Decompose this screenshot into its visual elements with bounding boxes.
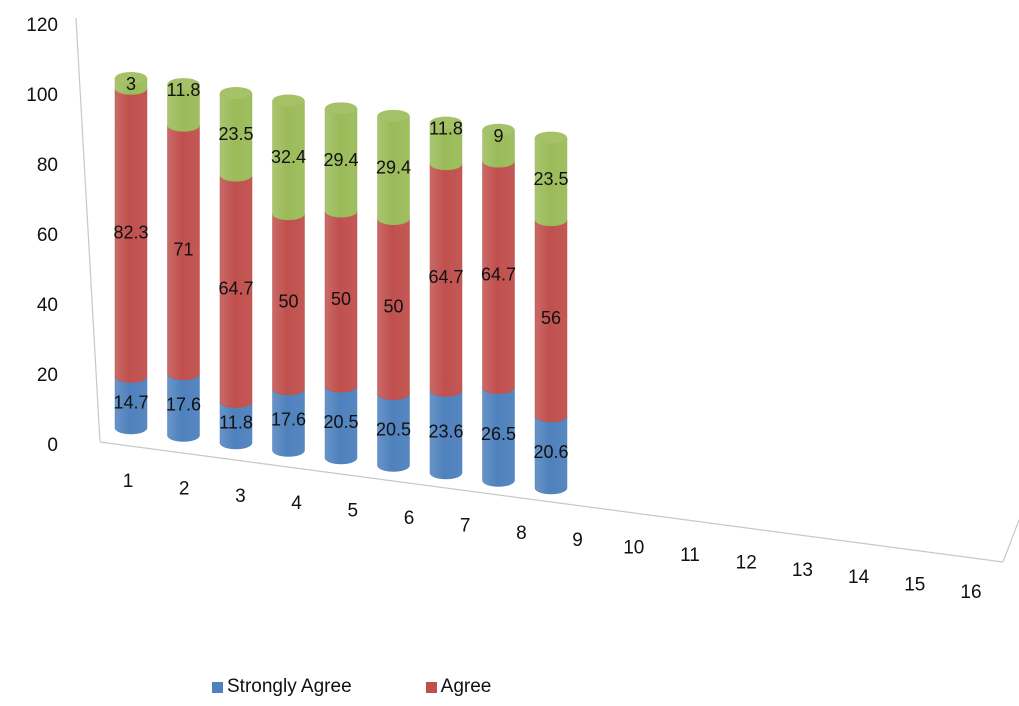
data-label: 56 bbox=[541, 308, 561, 328]
y-tick-label: 120 bbox=[26, 15, 58, 36]
y-tick-label: 40 bbox=[37, 295, 58, 316]
x-tick-label: 9 bbox=[572, 530, 583, 551]
data-label: 11.8 bbox=[219, 412, 253, 432]
y-tick-label: 80 bbox=[37, 155, 58, 176]
data-label: 17.6 bbox=[166, 395, 201, 415]
x-tick-label: 12 bbox=[736, 552, 757, 573]
data-label: 11.8 bbox=[167, 80, 201, 100]
data-label: 64.7 bbox=[428, 267, 463, 287]
x-tick-label: 15 bbox=[904, 575, 925, 596]
data-label: 20.5 bbox=[376, 420, 411, 440]
data-label: 71 bbox=[173, 240, 193, 260]
bar-top-1 bbox=[115, 72, 147, 84]
legend-label-agree: Agree bbox=[440, 676, 492, 697]
data-label: 23.6 bbox=[428, 422, 463, 442]
y-tick-label: 100 bbox=[26, 85, 58, 106]
floor-edge-line bbox=[1002, 519, 1019, 563]
data-label: 20.5 bbox=[323, 412, 358, 432]
data-label: 29.4 bbox=[376, 157, 411, 177]
data-label: 20.6 bbox=[533, 442, 568, 462]
x-tick-label: 8 bbox=[516, 523, 527, 544]
bar-top-6 bbox=[377, 109, 410, 122]
legend-item-agree: Agree bbox=[425, 676, 492, 698]
bar-top-4 bbox=[272, 94, 305, 107]
x-tick-label: 4 bbox=[291, 493, 302, 514]
legend-label-strongly-agree: Strongly Agree bbox=[227, 676, 352, 697]
data-label: 26.5 bbox=[481, 424, 516, 444]
data-label: 9 bbox=[493, 126, 503, 146]
data-label: 82.3 bbox=[113, 223, 148, 243]
x-tick-label: 16 bbox=[960, 582, 981, 603]
x-tick-label: 3 bbox=[235, 486, 246, 507]
y-tick-label: 20 bbox=[37, 365, 58, 386]
x-axis-line bbox=[99, 441, 1004, 563]
chart-data-labels: 14.7 82.3 3 17.6 71 11.8 11.8 64.7 23.5 17.6 50 32.… bbox=[113, 74, 568, 462]
x-tick-label: 7 bbox=[460, 515, 471, 536]
data-label: 29.4 bbox=[323, 150, 358, 170]
y-tick-label: 60 bbox=[37, 225, 58, 246]
data-label: 11.8 bbox=[429, 119, 463, 139]
legend-swatch-strongly-agree bbox=[212, 681, 223, 693]
x-tick-label: 1 bbox=[123, 471, 134, 492]
chart-bars bbox=[114, 72, 568, 495]
data-label: 14.7 bbox=[113, 392, 148, 412]
data-label: 50 bbox=[383, 296, 403, 316]
bar-top-3 bbox=[220, 87, 252, 99]
x-tick-label: 14 bbox=[848, 567, 870, 588]
data-label: 32.4 bbox=[271, 147, 306, 167]
bar-top-7 bbox=[430, 116, 462, 129]
data-label: 23.5 bbox=[533, 169, 568, 189]
bar-top-2 bbox=[167, 78, 200, 91]
x-tick-label: 11 bbox=[680, 545, 700, 566]
data-label: 3 bbox=[126, 74, 136, 94]
legend-swatch-agree bbox=[425, 681, 437, 693]
data-label: 23.5 bbox=[218, 124, 253, 144]
x-tick-label: 10 bbox=[623, 538, 644, 559]
x-tick-label: 13 bbox=[792, 560, 813, 581]
x-tick-label: 6 bbox=[404, 508, 415, 529]
data-label: 64.7 bbox=[481, 265, 516, 285]
x-tick-label: 5 bbox=[348, 501, 359, 522]
bar-top-9 bbox=[535, 131, 567, 144]
y-axis-line bbox=[75, 17, 101, 443]
data-label: 50 bbox=[278, 291, 298, 311]
x-tick-label: 2 bbox=[179, 478, 190, 499]
data-label: 64.7 bbox=[218, 278, 253, 298]
y-tick-label: 0 bbox=[47, 435, 58, 456]
bar-top-8 bbox=[482, 123, 515, 136]
legend-item-strongly-agree: Strongly Agree bbox=[212, 676, 352, 698]
data-label: 50 bbox=[331, 289, 351, 309]
bar-top-5 bbox=[325, 102, 357, 115]
data-label: 17.6 bbox=[271, 410, 306, 430]
chart-legend: Strongly Agree Agree bbox=[212, 676, 565, 698]
